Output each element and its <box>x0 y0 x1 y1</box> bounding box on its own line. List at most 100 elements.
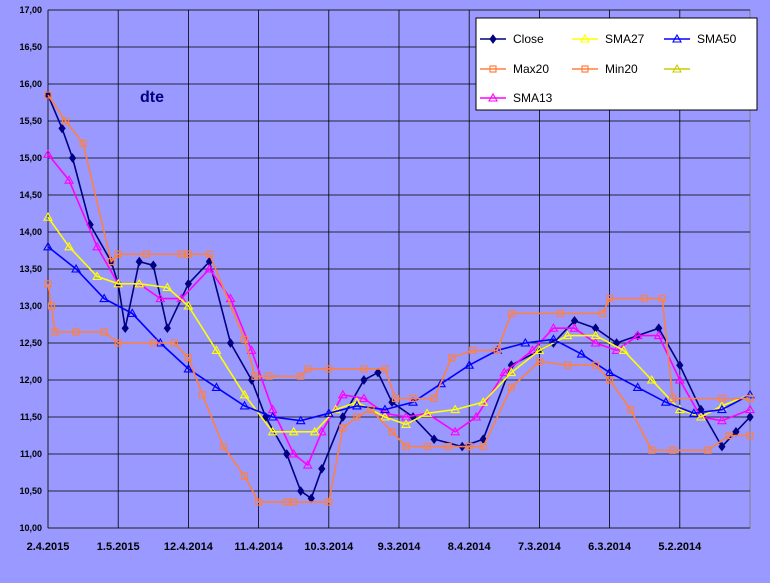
data-point <box>506 367 517 377</box>
legend-entry: SMA27 <box>572 32 645 46</box>
data-point <box>507 309 515 317</box>
data-point <box>183 363 194 373</box>
x-tick-label: 7.3.2014 <box>518 541 562 553</box>
data-point <box>648 446 656 454</box>
series-max20 <box>44 91 754 403</box>
legend-entry: Max20 <box>480 62 549 76</box>
series-line <box>47 216 751 433</box>
data-point <box>627 406 635 414</box>
data-point <box>423 443 431 451</box>
data-point <box>184 250 192 258</box>
data-point <box>265 372 273 380</box>
data-point <box>205 250 214 258</box>
series-line <box>47 283 750 503</box>
data-point <box>142 250 150 258</box>
data-point <box>339 424 347 432</box>
data-point <box>704 446 712 454</box>
data-point <box>464 360 475 369</box>
data-point <box>391 394 400 403</box>
legend-marker <box>488 92 498 102</box>
data-point <box>267 426 278 436</box>
data-point <box>402 443 410 451</box>
legend-entry: SMA13 <box>480 91 553 105</box>
data-point <box>325 365 333 373</box>
x-tick-label: 10.3.2014 <box>304 541 354 553</box>
data-point <box>450 426 461 436</box>
data-point <box>576 348 587 358</box>
data-point <box>283 449 291 459</box>
data-point <box>43 212 53 221</box>
data-point <box>135 256 143 267</box>
data-point <box>114 250 122 258</box>
data-point <box>380 411 390 421</box>
data-point <box>562 330 573 340</box>
data-point <box>297 486 305 496</box>
data-point <box>388 397 396 408</box>
series-min20 <box>44 280 754 506</box>
data-point <box>590 330 601 340</box>
data-point <box>247 375 256 385</box>
y-tick-label: 13,50 <box>19 264 42 274</box>
data-point <box>478 397 489 406</box>
data-point <box>563 361 572 369</box>
legend-entry <box>664 63 690 73</box>
data-point <box>632 330 643 340</box>
data-point <box>113 278 124 288</box>
data-point <box>716 415 727 425</box>
data-point <box>149 339 157 347</box>
data-point <box>239 400 250 410</box>
data-point <box>246 345 257 354</box>
data-point <box>388 428 396 436</box>
data-point <box>134 278 145 288</box>
data-point <box>591 361 600 369</box>
data-point <box>240 335 249 343</box>
data-point <box>162 282 173 292</box>
data-point <box>353 413 361 421</box>
data-point <box>339 412 347 422</box>
data-point <box>746 394 754 403</box>
data-point <box>318 463 326 474</box>
data-point <box>114 339 122 347</box>
data-point <box>653 330 664 340</box>
data-point <box>72 328 80 336</box>
data-point <box>527 345 538 354</box>
data-point <box>611 345 622 354</box>
data-point <box>669 446 677 454</box>
legend-label: Max20 <box>513 62 549 76</box>
y-tick-label: 13,00 <box>19 301 42 311</box>
data-point <box>44 280 52 288</box>
data-point <box>360 375 368 385</box>
data-point <box>471 411 482 421</box>
data-point <box>251 372 259 380</box>
data-point <box>436 378 447 388</box>
data-point <box>177 250 185 258</box>
data-point <box>716 404 727 414</box>
y-tick-label: 14,50 <box>19 190 42 200</box>
data-point <box>409 394 417 403</box>
data-point <box>330 404 341 414</box>
x-tick-label: 2.4.2015 <box>27 541 70 553</box>
data-point <box>520 337 531 347</box>
data-point <box>351 400 362 410</box>
data-point <box>288 448 299 458</box>
data-point <box>448 354 456 362</box>
data-point <box>718 394 726 403</box>
data-point <box>68 153 77 163</box>
data-point <box>51 328 59 336</box>
data-point <box>465 443 473 451</box>
legend: Close SMA27 SMA50 Max20 Min20 SMA13 <box>475 17 758 111</box>
data-point <box>725 431 733 440</box>
data-point <box>240 472 249 480</box>
data-point <box>163 323 171 334</box>
x-tick-label: 11.4.2014 <box>234 541 283 553</box>
data-point <box>219 443 228 451</box>
data-point <box>430 434 438 445</box>
data-point <box>598 309 607 317</box>
data-point <box>99 293 110 303</box>
y-tick-label: 15,00 <box>19 153 42 163</box>
legend-entry: Min20 <box>572 62 638 76</box>
legend-label: Min20 <box>605 62 638 76</box>
y-tick-label: 14,00 <box>19 227 42 237</box>
data-point <box>295 415 306 425</box>
